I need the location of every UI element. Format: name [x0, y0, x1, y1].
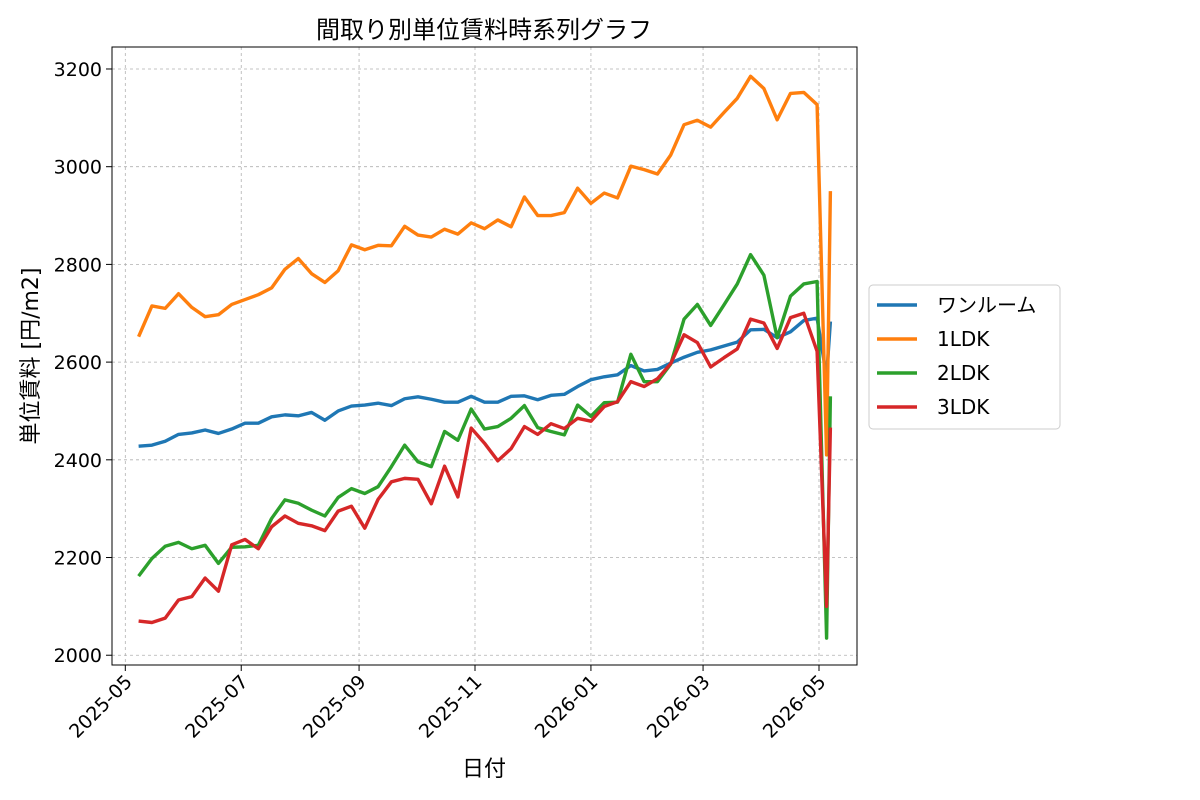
series-line-1 — [137, 74, 833, 457]
y-axis-ticks: 2000 2200 2400 2600 2800 3000 3200 — [54, 59, 112, 667]
chart-title: 間取り別単位賃料時系列グラフ — [316, 16, 652, 44]
y-tick-label: 2600 — [54, 352, 102, 374]
y-tick-label: 2400 — [54, 450, 102, 472]
y-tick-label: 3000 — [54, 157, 102, 179]
legend-label-3: 3LDK — [937, 395, 990, 419]
x-tick-label: 2026-05 — [759, 671, 831, 743]
plot-area-frame — [111, 46, 858, 666]
y-tick-label: 2200 — [54, 548, 102, 570]
x-tick-label: 2026-03 — [643, 671, 715, 743]
legend-label-2: 2LDK — [937, 361, 990, 385]
y-tick-label: 2000 — [54, 645, 102, 667]
y-axis-title: 単位賃料 [円/m2] — [19, 268, 44, 445]
x-axis-ticks: 2025-05 2025-07 2025-09 2025-11 2026-01 2026-… — [65, 665, 831, 743]
y-tick-label: 2800 — [54, 254, 102, 276]
series-lines — [137, 74, 833, 640]
x-tick-label: 2025-07 — [181, 671, 253, 743]
x-tick-label: 2026-01 — [531, 671, 603, 743]
y-tick-label: 3200 — [54, 59, 102, 81]
legend: ワンルーム 1LDK 2LDK 3LDK — [868, 284, 1061, 430]
x-tick-label: 2025-09 — [299, 671, 371, 743]
legend-label-1: 1LDK — [937, 327, 990, 351]
series-line-3 — [138, 311, 833, 625]
legend-label-0: ワンルーム — [937, 293, 1036, 317]
series-line-0 — [138, 316, 833, 448]
x-axis-title: 日付 — [462, 757, 506, 782]
x-tick-label: 2025-11 — [415, 671, 487, 743]
series-line-2 — [137, 252, 833, 640]
x-tick-label: 2025-05 — [65, 671, 137, 743]
legend-frame — [868, 284, 1061, 430]
